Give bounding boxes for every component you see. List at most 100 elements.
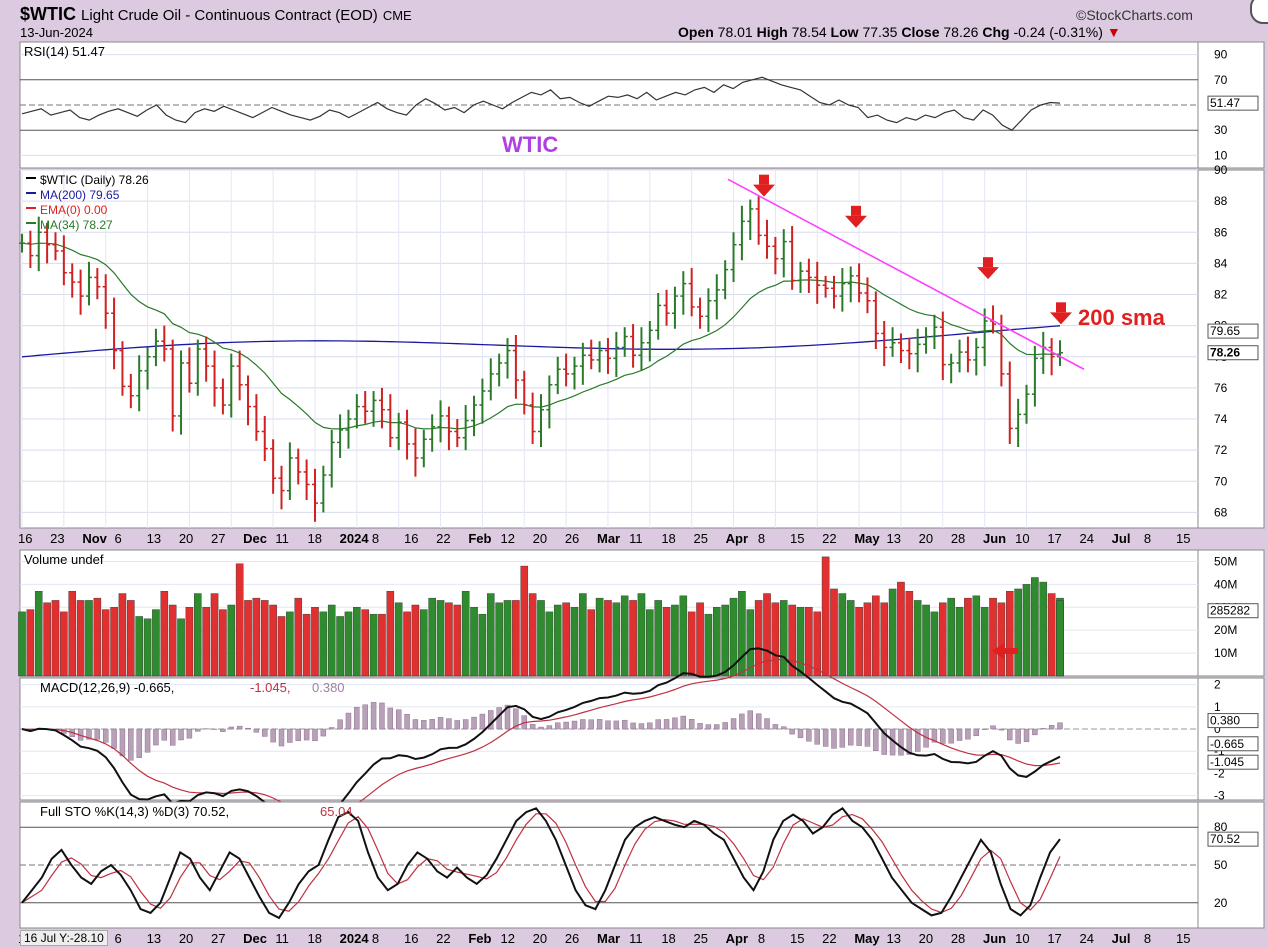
macd-histogram-bar [898, 728, 904, 756]
volume-bar [855, 607, 863, 677]
volume-bar [771, 602, 780, 677]
macd-histogram-bar [504, 704, 511, 730]
macd-histogram-bar [128, 728, 134, 761]
ohlc-bar [981, 308, 988, 367]
exchange: CME [382, 8, 412, 23]
volume-bar [277, 616, 286, 677]
ohlc-bar [638, 327, 645, 371]
volume-bar [1005, 591, 1014, 677]
x-axis-top-label: 22 [436, 531, 450, 546]
ohlc-bar [931, 314, 938, 349]
volume-bar [520, 565, 529, 677]
chart-date: 13-Jun-2024 [20, 25, 93, 40]
macd-histogram-bar [1040, 728, 1046, 730]
ohlc-bar [797, 261, 804, 293]
volume-bar [763, 593, 771, 677]
macd-histogram-bar [169, 728, 176, 746]
volume-bar [486, 593, 495, 677]
macd-tick-label: -3 [1214, 789, 1225, 803]
ohlc-bar [186, 347, 193, 393]
ohlc-bar [169, 339, 176, 432]
ohlc-bar [680, 271, 687, 315]
macd-hist-value-box [1207, 713, 1259, 729]
price-legend-item: MA(200) 79.65 [40, 188, 120, 202]
macd-legend-signal: -1.045, [250, 680, 290, 695]
volume-bar [545, 611, 554, 677]
vol-tick-label: 20M [1214, 623, 1237, 637]
ohlc-bar [471, 395, 478, 437]
macd-histogram-bar [270, 728, 276, 743]
circle-icon[interactable] [1250, 0, 1268, 24]
x-axis-top-label: 23 [50, 531, 64, 546]
macd-histogram-bar [781, 726, 787, 730]
sto-tick-label: 20 [1214, 896, 1228, 910]
ohlc-bar [44, 222, 51, 264]
macd-histogram-bar [596, 719, 603, 730]
volume-bar [160, 591, 169, 677]
ohlc-bar [127, 373, 134, 409]
macd-histogram-bar [990, 725, 996, 730]
macd-tick-label: 1 [1214, 700, 1221, 714]
ohlc-bar [203, 336, 210, 382]
ohlc-bar [671, 286, 678, 329]
macd-histogram-bar [1015, 728, 1021, 744]
ohlc-bar [429, 414, 436, 452]
price-tick-label: 82 [1214, 288, 1228, 302]
legend-swatch [26, 177, 36, 179]
x-axis-bottom-label: Jul [1112, 931, 1131, 946]
volume-bar [579, 593, 587, 677]
low-value: 77.35 [862, 24, 898, 40]
macd-histogram-bar [245, 727, 251, 730]
macd-histogram-bar [404, 714, 410, 730]
macd-histogram-bar [437, 717, 444, 730]
macd-histogram-bar [1057, 722, 1063, 730]
volume-bar [185, 607, 194, 677]
x-axis-top-label: 11 [629, 531, 643, 546]
macd-histogram-bar [806, 728, 812, 742]
volume-bar [51, 600, 60, 677]
ohlc-bar [85, 261, 92, 306]
volume-bar [420, 609, 428, 677]
volume-bar [880, 602, 888, 677]
ohlc-bar [1015, 398, 1022, 448]
volume-bar [143, 618, 152, 677]
volume-bar [369, 613, 378, 677]
ohlc-bar [445, 406, 452, 451]
macd-value: -0.665 [1210, 737, 1244, 751]
volume-bar [252, 597, 261, 677]
ohlc-bar [889, 327, 896, 357]
x-axis-top-label: 13 [147, 531, 161, 546]
volume-bar [930, 611, 939, 677]
wtic-overlay-title: WTIC [502, 132, 558, 157]
x-axis-bottom-label: 6 [115, 931, 122, 946]
volume-bar [679, 595, 688, 677]
x-axis-top-label: 20 [919, 531, 933, 546]
x-axis-bottom-label: 20 [179, 931, 193, 946]
price-tick-label: 70 [1214, 474, 1228, 488]
volume-bar [118, 593, 127, 677]
ohlc-bar [136, 355, 143, 412]
x-axis-bottom-label: Feb [468, 931, 491, 946]
rsi-tick-label: 90 [1214, 48, 1228, 62]
instrument-name: Light Crude Oil - Continuous Contract (E… [81, 7, 378, 24]
ohlc-bar [830, 275, 837, 309]
x-axis-top-label: 8 [1144, 531, 1151, 546]
vol-tick-label: 40M [1214, 577, 1237, 591]
ohlc-bar [588, 339, 595, 370]
macd-histogram-bar [370, 702, 377, 730]
ohlc-bar [320, 465, 327, 513]
macd-signal-value: -1.045 [1210, 755, 1244, 769]
macd-histogram-bar [479, 713, 486, 730]
x-axis-bottom-label: 15 [1176, 931, 1190, 946]
volume-bar [394, 602, 403, 677]
volume-bar [93, 597, 102, 677]
arrow-head [845, 215, 867, 228]
x-axis-top-label: Feb [468, 531, 491, 546]
ohlc-bar [454, 419, 461, 448]
volume-bar [721, 604, 729, 677]
ohlc-bar [194, 339, 201, 396]
macd-histogram-bar [195, 728, 201, 732]
x-axis-bottom-label: 18 [661, 931, 675, 946]
volume-bar [60, 611, 68, 677]
volume-bar [210, 593, 219, 677]
